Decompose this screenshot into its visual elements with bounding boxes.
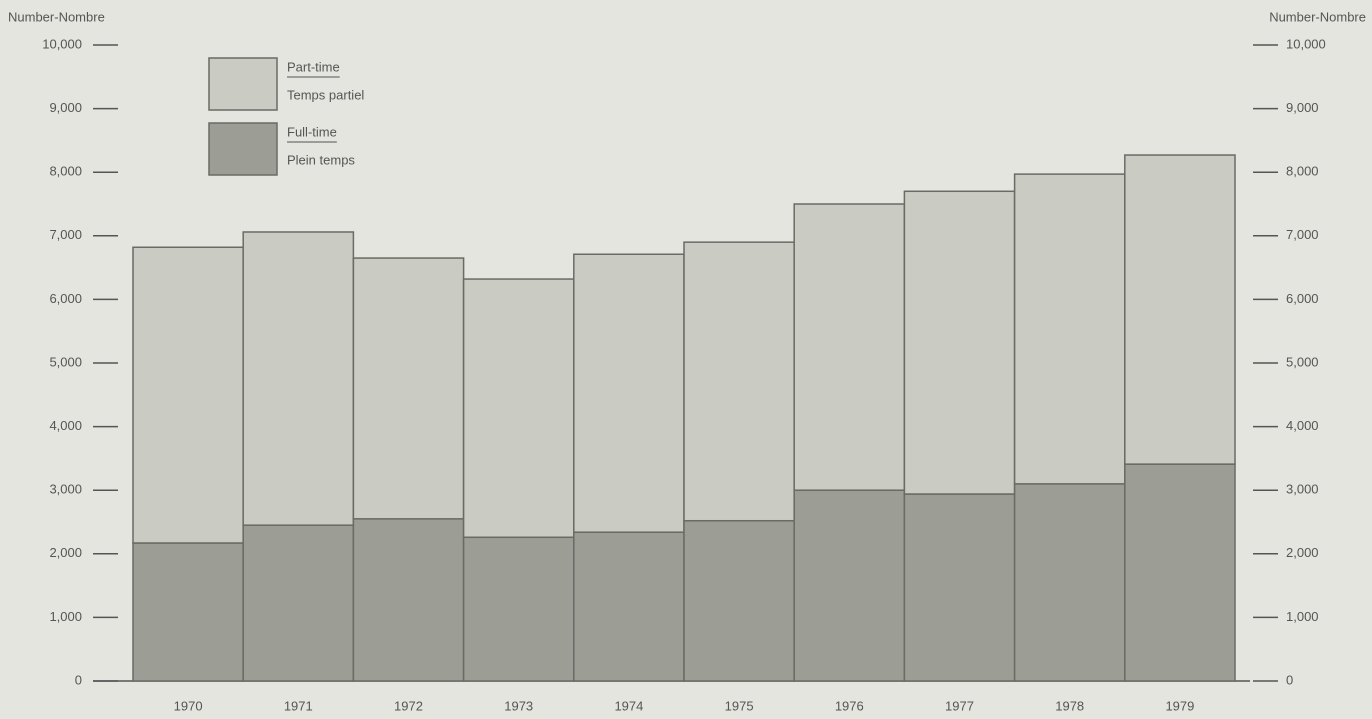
y2-tick-label: 7,000 [1286, 227, 1319, 242]
legend-label-fr: Plein temps [287, 152, 355, 167]
x-tick-label: 1975 [725, 698, 754, 713]
bar-segment [1124, 154, 1236, 465]
bar-segment [903, 190, 1016, 495]
bar-segment [793, 203, 906, 491]
legend-label: Full-time [287, 124, 337, 139]
y2-tick-label: 10,000 [1286, 36, 1326, 51]
x-tick-label: 1973 [504, 698, 533, 713]
y-tick-label: 9,000 [49, 100, 82, 115]
y-tick-label: 2,000 [49, 545, 82, 560]
bar-segment [573, 531, 685, 682]
y-tick-label: 10,000 [42, 36, 82, 51]
legend-swatch [208, 122, 278, 176]
legend-label-fr: Temps partiel [287, 87, 364, 102]
y-axis-label: Number-Nombre [8, 9, 105, 24]
y-tick-label: 1,000 [49, 609, 82, 624]
y2-tick-label: 8,000 [1286, 164, 1319, 179]
bar-segment [462, 536, 575, 682]
x-tick-label: 1974 [614, 698, 643, 713]
x-tick-label: 1979 [1165, 698, 1194, 713]
bar-segment [352, 518, 465, 682]
x-tick-label: 1978 [1055, 698, 1084, 713]
y-tick-label: 5,000 [49, 354, 82, 369]
x-tick-label: 1972 [394, 698, 423, 713]
y-tick-label: 0 [75, 672, 82, 687]
y-tick-label: 6,000 [49, 291, 82, 306]
bar-segment [242, 524, 355, 682]
x-tick-label: 1977 [945, 698, 974, 713]
bar-segment [683, 519, 795, 682]
x-tick-label: 1976 [835, 698, 864, 713]
y2-tick-label: 4,000 [1286, 418, 1319, 433]
y-tick-label: 8,000 [49, 164, 82, 179]
bar-segment [132, 246, 244, 544]
y-tick-label: 4,000 [49, 418, 82, 433]
y2-tick-label: 9,000 [1286, 100, 1319, 115]
bar-segment [462, 278, 575, 539]
x-tick-label: 1971 [284, 698, 313, 713]
bar-segment [132, 542, 244, 682]
legend-label: Part-time [287, 59, 340, 74]
bar-segment [242, 231, 355, 526]
y2-tick-label: 1,000 [1286, 609, 1319, 624]
bar-segment [683, 241, 795, 522]
y2-tick-label: 6,000 [1286, 291, 1319, 306]
bar-segment [793, 489, 906, 682]
y2-tick-label: 5,000 [1286, 354, 1319, 369]
bar-segment [1013, 483, 1126, 682]
legend-swatch [208, 57, 278, 111]
y2-axis-label: Number-Nombre [1269, 9, 1366, 24]
y2-tick-label: 2,000 [1286, 545, 1319, 560]
bar-segment [1124, 463, 1236, 682]
bar-segment [573, 253, 685, 533]
bar-segment [903, 493, 1016, 682]
bar-segment [352, 257, 465, 520]
bar-segment [1013, 173, 1126, 485]
y2-tick-label: 0 [1286, 672, 1293, 687]
x-tick-label: 1970 [174, 698, 203, 713]
y-tick-label: 7,000 [49, 227, 82, 242]
y-tick-label: 3,000 [49, 482, 82, 497]
y2-tick-label: 3,000 [1286, 482, 1319, 497]
